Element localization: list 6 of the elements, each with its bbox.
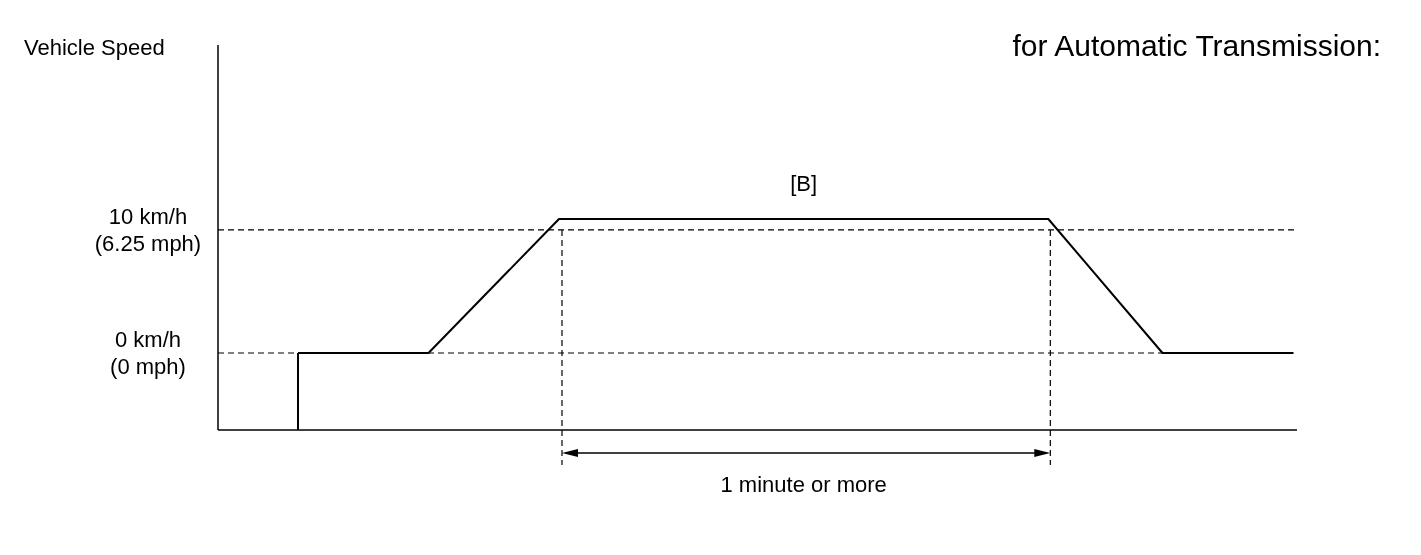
text: 1 minute or more <box>720 472 887 497</box>
ref-line-label: 10 km/h (6.25 mph) <box>94 203 202 256</box>
text: Vehicle Speed <box>24 35 165 60</box>
chart-title: for Automatic Transmission: <box>1012 29 1381 62</box>
text: [B] <box>790 171 818 196</box>
ref-line-label: 0 km/h (0 mph) <box>110 326 186 379</box>
